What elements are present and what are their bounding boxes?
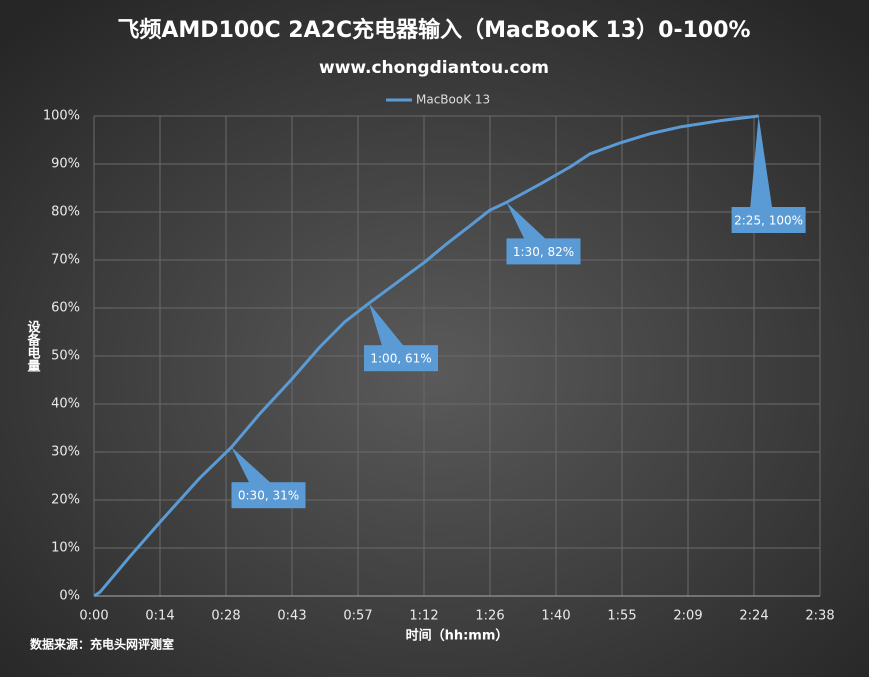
x-tick-label: 1:40: [541, 609, 570, 624]
x-tick-label: 1:26: [475, 609, 504, 624]
x-tick-label: 0:57: [343, 609, 372, 624]
x-axis-label: 时间（hh:mm）: [406, 628, 509, 644]
y-tick-label: 0%: [59, 589, 80, 604]
annotation-label: 0:30, 31%: [238, 489, 299, 503]
x-tick-label: 1:12: [409, 609, 438, 624]
x-tick-label: 0:43: [277, 609, 306, 624]
annotation-box: [506, 238, 581, 265]
annotation-pointer: [369, 303, 405, 348]
y-tick-label: 50%: [51, 349, 80, 364]
annotation-pointer: [231, 447, 273, 485]
x-tick-label: 0:14: [145, 609, 174, 624]
annotation-label: 2:25, 100%: [734, 214, 803, 228]
annotation-pointer: [506, 202, 548, 241]
annotation-label: 1:00, 61%: [370, 352, 431, 366]
x-tick-label: 0:00: [79, 609, 108, 624]
x-tick-label: 1:55: [607, 609, 636, 624]
x-tick-label: 2:38: [805, 609, 834, 624]
annotation-box: [231, 482, 306, 509]
x-tick-label: 0:28: [211, 609, 240, 624]
annotation-box: [731, 207, 806, 233]
y-tick-label: 70%: [51, 253, 80, 268]
y-tick-label: 20%: [51, 493, 80, 508]
data-line: [93, 114, 759, 598]
y-axis-label: 设备电量: [25, 320, 42, 373]
y-tick-label: 30%: [51, 445, 80, 460]
y-tick-label: 90%: [51, 157, 80, 172]
y-tick-label: 60%: [51, 301, 80, 316]
y-tick-label: 100%: [43, 109, 80, 124]
x-tick-label: 2:09: [673, 609, 702, 624]
chart-subtitle: www.chongdiantou.com: [319, 58, 549, 78]
y-tick-label: 40%: [51, 397, 80, 412]
legend-label: MacBooK 13: [416, 93, 490, 107]
y-tick-label: 80%: [51, 205, 80, 220]
annotation-pointer: [750, 116, 773, 209]
y-tick-label: 10%: [51, 541, 80, 556]
annotation-label: 1:30, 82%: [513, 245, 574, 259]
source-note: 数据来源：充电头网评测室: [30, 637, 174, 652]
annotation-box: [364, 345, 438, 372]
chart-title: 飞频AMD100C 2A2C充电器输入（MacBooK 13）0-100%: [117, 17, 750, 43]
x-tick-label: 2:24: [739, 609, 768, 624]
